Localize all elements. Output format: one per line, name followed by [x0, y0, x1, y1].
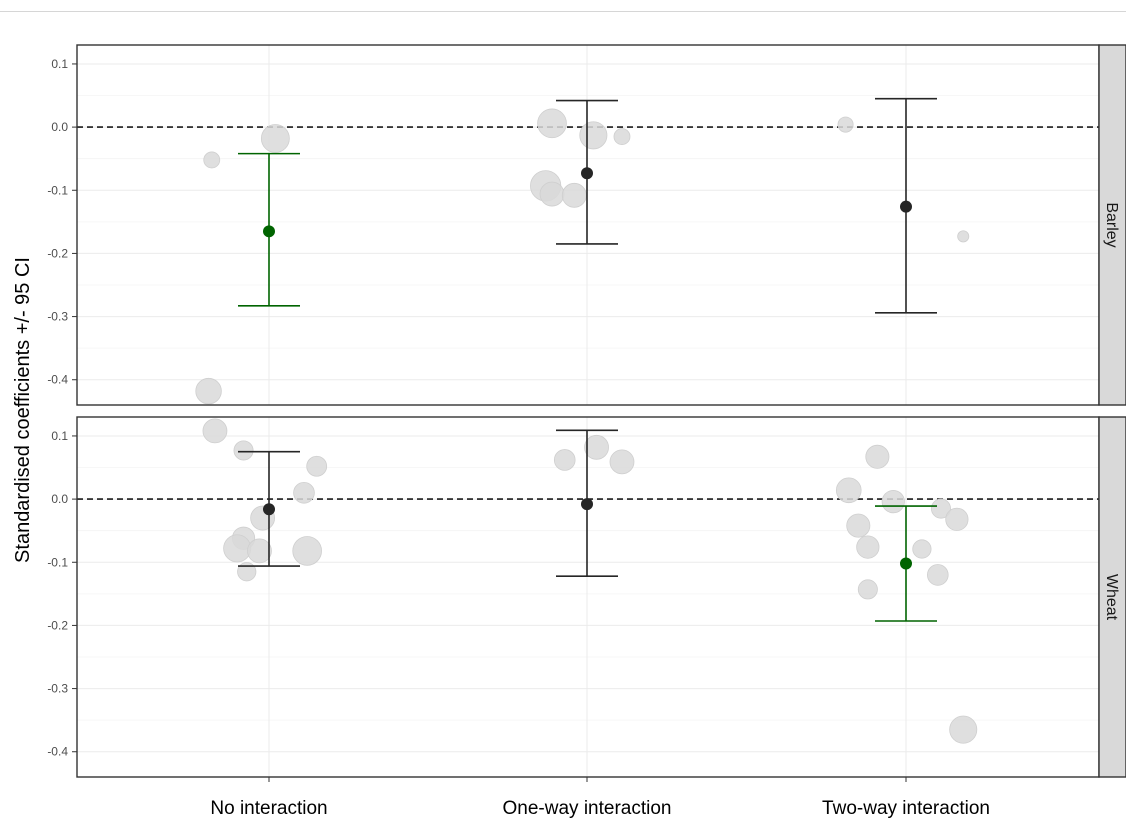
- wheat-y-tick-label: -0.2: [47, 618, 68, 632]
- barley-y-tick-label: 0.1: [51, 57, 68, 71]
- wheat-estimate-point: [581, 498, 593, 511]
- barley-estimate-point: [581, 167, 593, 180]
- wheat-study-point: [835, 477, 862, 504]
- wheat-study-point: [857, 579, 878, 600]
- wheat-study-point: [223, 534, 252, 563]
- wheat-study-point: [949, 715, 978, 744]
- barley-y-tick-label: -0.1: [47, 183, 68, 197]
- wheat-facet-label: Wheat: [1103, 574, 1120, 621]
- wheat-estimate-point: [263, 503, 275, 516]
- wheat-study-point: [553, 449, 576, 471]
- wheat-study-point: [912, 539, 932, 559]
- wheat-study-point: [881, 490, 905, 514]
- barley-estimate-point: [900, 200, 912, 213]
- barley-study-point: [957, 230, 970, 243]
- barley-study-point: [203, 151, 221, 169]
- wheat-study-point: [293, 481, 315, 504]
- wheat-study-point: [945, 507, 969, 531]
- wheat-y-tick-label: -0.4: [47, 745, 68, 759]
- wheat-study-point: [233, 440, 254, 461]
- barley-estimate-point: [263, 225, 275, 238]
- barley-y-tick-label: -0.2: [47, 246, 68, 260]
- wheat-study-point: [865, 444, 890, 469]
- barley-study-point: [561, 182, 587, 208]
- wheat-y-tick-label: 0.1: [51, 429, 68, 443]
- window-top-bar: [0, 0, 1126, 12]
- wheat-study-point: [846, 513, 871, 538]
- barley-study-point: [539, 181, 565, 207]
- barley-y-tick-label: -0.4: [47, 373, 68, 387]
- x-category-label: No interaction: [210, 798, 327, 818]
- x-category-label: One-way interaction: [503, 798, 672, 818]
- wheat-estimate-point: [900, 557, 912, 570]
- wheat-y-tick-label: -0.1: [47, 555, 68, 569]
- wheat-facet-strip: [1098, 416, 1126, 778]
- y-axis-title: Standardised coefficients +/- 95 CI: [12, 257, 34, 563]
- wheat-study-point: [926, 564, 949, 586]
- barley-y-tick-label: 0.0: [51, 120, 68, 134]
- x-category-label: Two-way interaction: [822, 798, 990, 818]
- barley-study-point: [613, 128, 631, 145]
- wheat-study-point: [237, 562, 257, 582]
- barley-study-point: [195, 377, 222, 405]
- wheat-panel-border: [76, 416, 1100, 778]
- barley-facet-strip: [1098, 44, 1126, 406]
- wheat-y-tick-label: -0.3: [47, 682, 68, 696]
- wheat-study-point: [202, 418, 228, 444]
- wheat-study-point: [609, 449, 635, 475]
- wheat-study-point: [292, 536, 322, 566]
- barley-study-point: [579, 121, 608, 150]
- barley-study-point: [260, 124, 290, 153]
- wheat-study-point: [584, 434, 609, 460]
- wheat-study-point: [856, 535, 880, 559]
- barley-panel-border: [76, 44, 1100, 406]
- barley-study-point: [537, 108, 567, 139]
- wheat-study-point: [306, 455, 328, 477]
- wheat-y-tick-label: 0.0: [51, 492, 68, 506]
- barley-study-point: [837, 116, 854, 133]
- wheat-study-point: [247, 538, 272, 564]
- barley-y-tick-label: -0.3: [47, 310, 68, 324]
- barley-facet-label: Barley: [1103, 202, 1120, 247]
- wheat-study-point: [930, 498, 951, 519]
